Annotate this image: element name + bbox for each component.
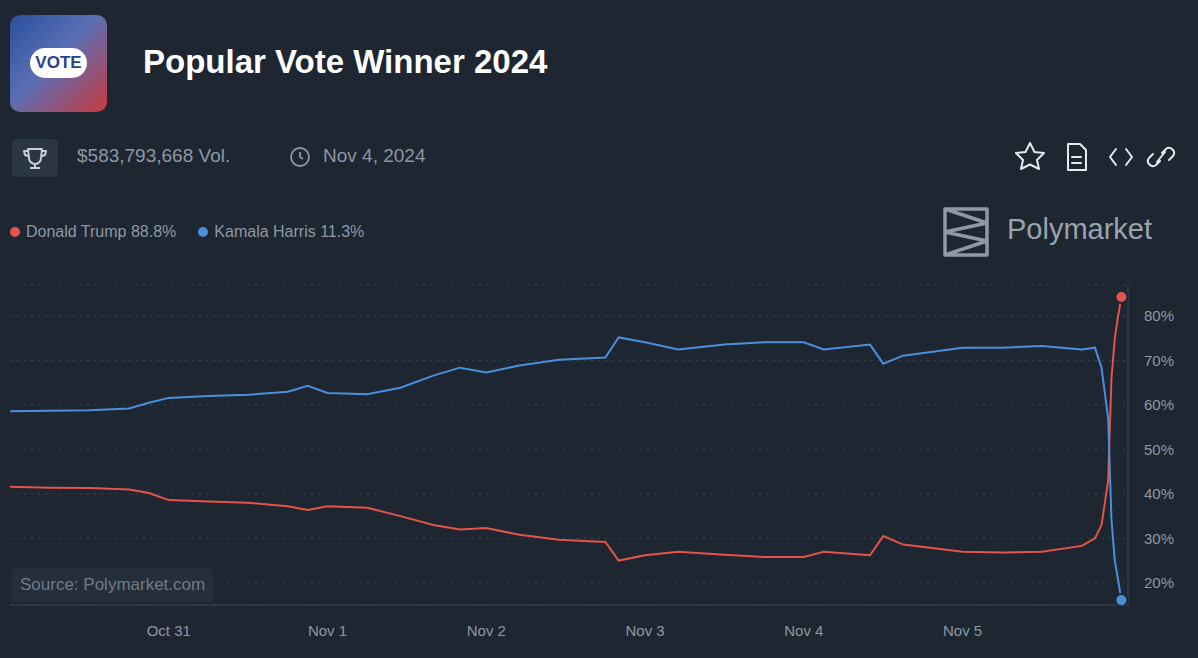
html-text:Donald Trump 88.8%: Donald Trump 88.8% [26, 223, 177, 240]
svg-text:Nov 3: Nov 3 [625, 622, 664, 639]
svg-text:70%: 70% [1144, 352, 1174, 369]
svg-text:Nov 5: Nov 5 [943, 622, 982, 639]
svg-text:60%: 60% [1144, 396, 1174, 413]
html-text:Nov 4, 2024: Nov 4, 2024 [323, 145, 426, 166]
svg-text:80%: 80% [1144, 307, 1174, 324]
svg-text:50%: 50% [1144, 441, 1174, 458]
svg-text:Nov 1: Nov 1 [308, 622, 347, 639]
html-text:Popular Vote Winner 2024: Popular Vote Winner 2024 [143, 43, 548, 80]
svg-text:Nov 4: Nov 4 [784, 622, 823, 639]
html-text:$583,793,668 Vol.: $583,793,668 Vol. [77, 145, 231, 166]
svg-text:40%: 40% [1144, 485, 1174, 502]
html-text:Kamala Harris 11.3%: Kamala Harris 11.3% [214, 223, 365, 240]
svg-text:20%: 20% [1144, 574, 1174, 591]
svg-text:30%: 30% [1144, 530, 1174, 547]
html-text:VOTE: VOTE [35, 53, 82, 72]
html-text:Polymarket: Polymarket [1007, 213, 1152, 245]
svg-text:Nov 2: Nov 2 [467, 622, 506, 639]
svg-text:Oct 31: Oct 31 [147, 622, 191, 639]
html-text:Source: Polymarket.com: Source: Polymarket.com [20, 575, 206, 594]
